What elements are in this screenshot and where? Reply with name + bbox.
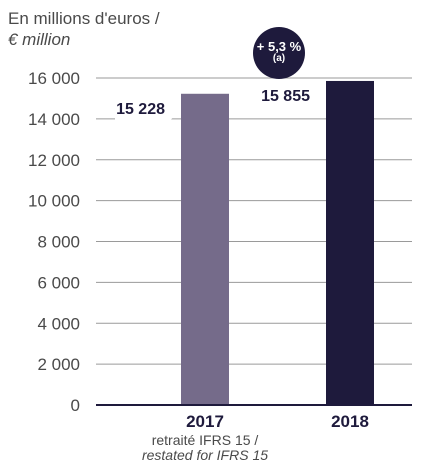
y-tick-label: 10 000 — [28, 192, 80, 211]
growth-badge: + 5,3 % (a) — [253, 27, 305, 79]
category-subtitle: retraité IFRS 15 / restated for IFRS 15 — [95, 433, 315, 463]
category-subtitle-line1: retraité IFRS 15 / — [151, 432, 259, 448]
value-label-tag — [260, 82, 326, 109]
y-tick-label: 4 000 — [37, 314, 80, 333]
y-tick-label: 6 000 — [37, 273, 80, 292]
growth-badge-note: (a) — [272, 53, 286, 64]
y-tick-label: 14 000 — [28, 110, 80, 129]
y-tick-label: 8 000 — [37, 233, 80, 252]
y-tick-label: 2 000 — [37, 355, 80, 374]
category-subtitle-line2: restated for IFRS 15 — [141, 447, 269, 463]
growth-badge-value: + 5,3 % — [256, 39, 302, 54]
value-label: 15 228 — [116, 101, 165, 118]
unit-label: En millions d'euros / € million — [8, 8, 160, 50]
bar-2018 — [326, 80, 374, 405]
x-category-label: 2018 — [331, 412, 369, 431]
value-label-tag — [115, 95, 181, 122]
y-tick-label: 12 000 — [28, 151, 80, 170]
y-tick-label: 16 000 — [28, 69, 80, 88]
unit-label-line2: € million — [8, 30, 71, 49]
unit-label-line1: En millions d'euros / — [8, 9, 160, 28]
value-label: 15 855 — [261, 88, 310, 105]
bar-2017 — [181, 93, 229, 406]
y-tick-label: 0 — [71, 396, 80, 415]
x-category-label: 2017 — [186, 412, 224, 431]
